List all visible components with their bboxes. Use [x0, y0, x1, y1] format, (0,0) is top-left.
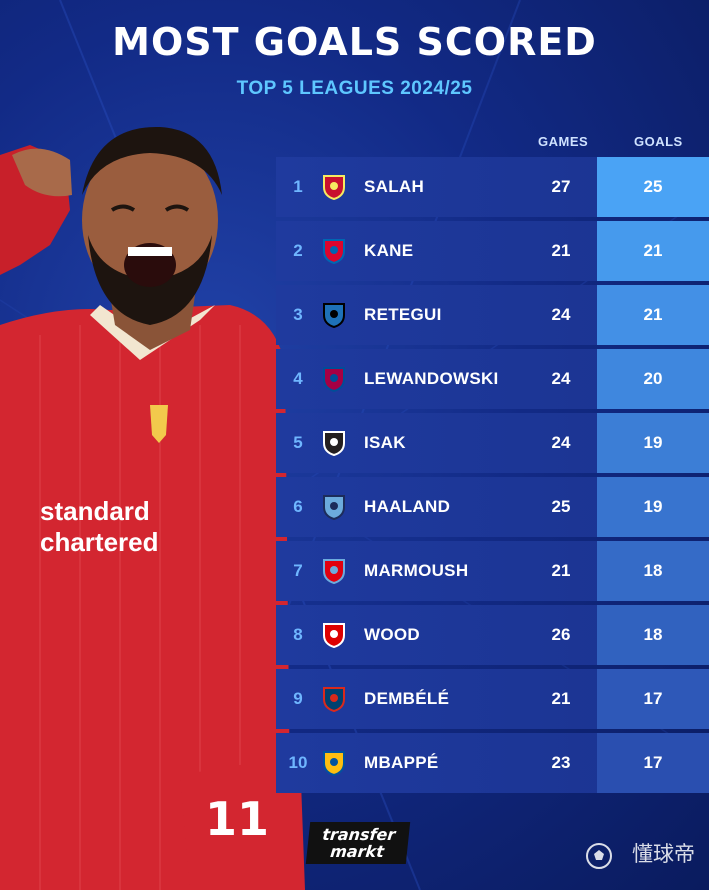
rank-number: 8: [293, 625, 303, 644]
man-city-crest-icon: [320, 493, 348, 521]
real-madrid-crest-icon: [320, 749, 348, 777]
ranking-table: 1 SALAH 27 25 2 KANE 21 21 3 RETEGUI 24 21 4 LEWANDOW…: [276, 157, 709, 797]
games-value: 21: [551, 689, 571, 708]
player-name: MARMOUSH: [364, 561, 469, 580]
rank-number: 3: [293, 305, 303, 324]
goals-value: 20: [597, 349, 709, 409]
liverpool-crest-icon: [320, 173, 348, 201]
transfermarkt-logo: transfer markt: [305, 822, 411, 864]
logo-line-2: markt: [329, 842, 385, 861]
games-value: 27: [551, 177, 571, 196]
goals-column-header: GOALS: [634, 134, 683, 149]
rank-number: 7: [293, 561, 303, 580]
player-name: KANE: [364, 241, 414, 260]
table-row: 7 MARMOUSH 21 18: [276, 541, 709, 601]
rank-number: 5: [293, 433, 303, 452]
player-name: SALAH: [364, 177, 425, 196]
logo-line-1: transfer: [321, 825, 397, 844]
table-row: 2 KANE 21 21: [276, 221, 709, 281]
games-value: 24: [551, 369, 571, 388]
goals-value: 18: [597, 541, 709, 601]
rank-number: 6: [293, 497, 303, 516]
table-row: 9 DEMBÉLÉ 21 17: [276, 669, 709, 729]
games-value: 21: [551, 561, 571, 580]
goals-value: 19: [597, 413, 709, 473]
page-title: MOST GOALS SCORED: [112, 20, 597, 64]
table-row: 6 HAALAND 25 19: [276, 477, 709, 537]
rank-number: 9: [293, 689, 303, 708]
rank-number: 10: [288, 753, 308, 772]
goals-value: 21: [597, 221, 709, 281]
goals-value: 25: [597, 157, 709, 217]
games-value: 26: [551, 625, 571, 644]
football-icon: [586, 843, 612, 869]
barcelona-crest-icon: [320, 365, 348, 393]
table-row: 4 LEWANDOWSKI 24 20: [276, 349, 709, 409]
svg-text:11: 11: [205, 792, 269, 846]
rank-number: 4: [293, 369, 303, 388]
player-photo: standard chartered 11: [0, 126, 305, 890]
player-name: RETEGUI: [364, 305, 442, 324]
player-name: DEMBÉLÉ: [364, 689, 450, 708]
player-name: HAALAND: [364, 497, 451, 516]
goals-value: 17: [597, 733, 709, 793]
player-name: ISAK: [364, 433, 406, 452]
games-column-header: GAMES: [538, 134, 589, 149]
psg-crest-icon: [320, 685, 348, 713]
table-row: 1 SALAH 27 25: [276, 157, 709, 217]
frankfurt-mancity-crest-icon: [320, 557, 348, 585]
games-value: 24: [551, 305, 571, 324]
games-value: 23: [551, 753, 571, 772]
rank-number: 2: [293, 241, 303, 260]
games-value: 25: [551, 497, 571, 516]
page-subtitle: TOP 5 LEAGUES 2024/25: [236, 78, 473, 99]
table-row: 5 ISAK 24 19: [276, 413, 709, 473]
watermark-text: 懂球帝: [632, 843, 695, 866]
goals-value: 19: [597, 477, 709, 537]
rank-number: 1: [293, 177, 303, 196]
bayern-crest-icon: [320, 237, 348, 265]
svg-text:chartered: chartered: [40, 527, 159, 557]
games-value: 21: [551, 241, 571, 260]
nottingham-forest-crest-icon: [320, 621, 348, 649]
table-row: 10 MBAPPÉ 23 17: [276, 733, 709, 793]
atalanta-crest-icon: [320, 301, 348, 329]
goals-value: 17: [597, 669, 709, 729]
goals-value: 21: [597, 285, 709, 345]
games-value: 24: [551, 433, 571, 452]
table-row: 8 WOOD 26 18: [276, 605, 709, 665]
player-name: WOOD: [364, 625, 420, 644]
table-row: 3 RETEGUI 24 21: [276, 285, 709, 345]
player-name: LEWANDOWSKI: [364, 369, 499, 388]
newcastle-crest-icon: [320, 429, 348, 457]
goals-value: 18: [597, 605, 709, 665]
player-name: MBAPPÉ: [364, 753, 439, 772]
svg-text:standard: standard: [40, 496, 150, 526]
